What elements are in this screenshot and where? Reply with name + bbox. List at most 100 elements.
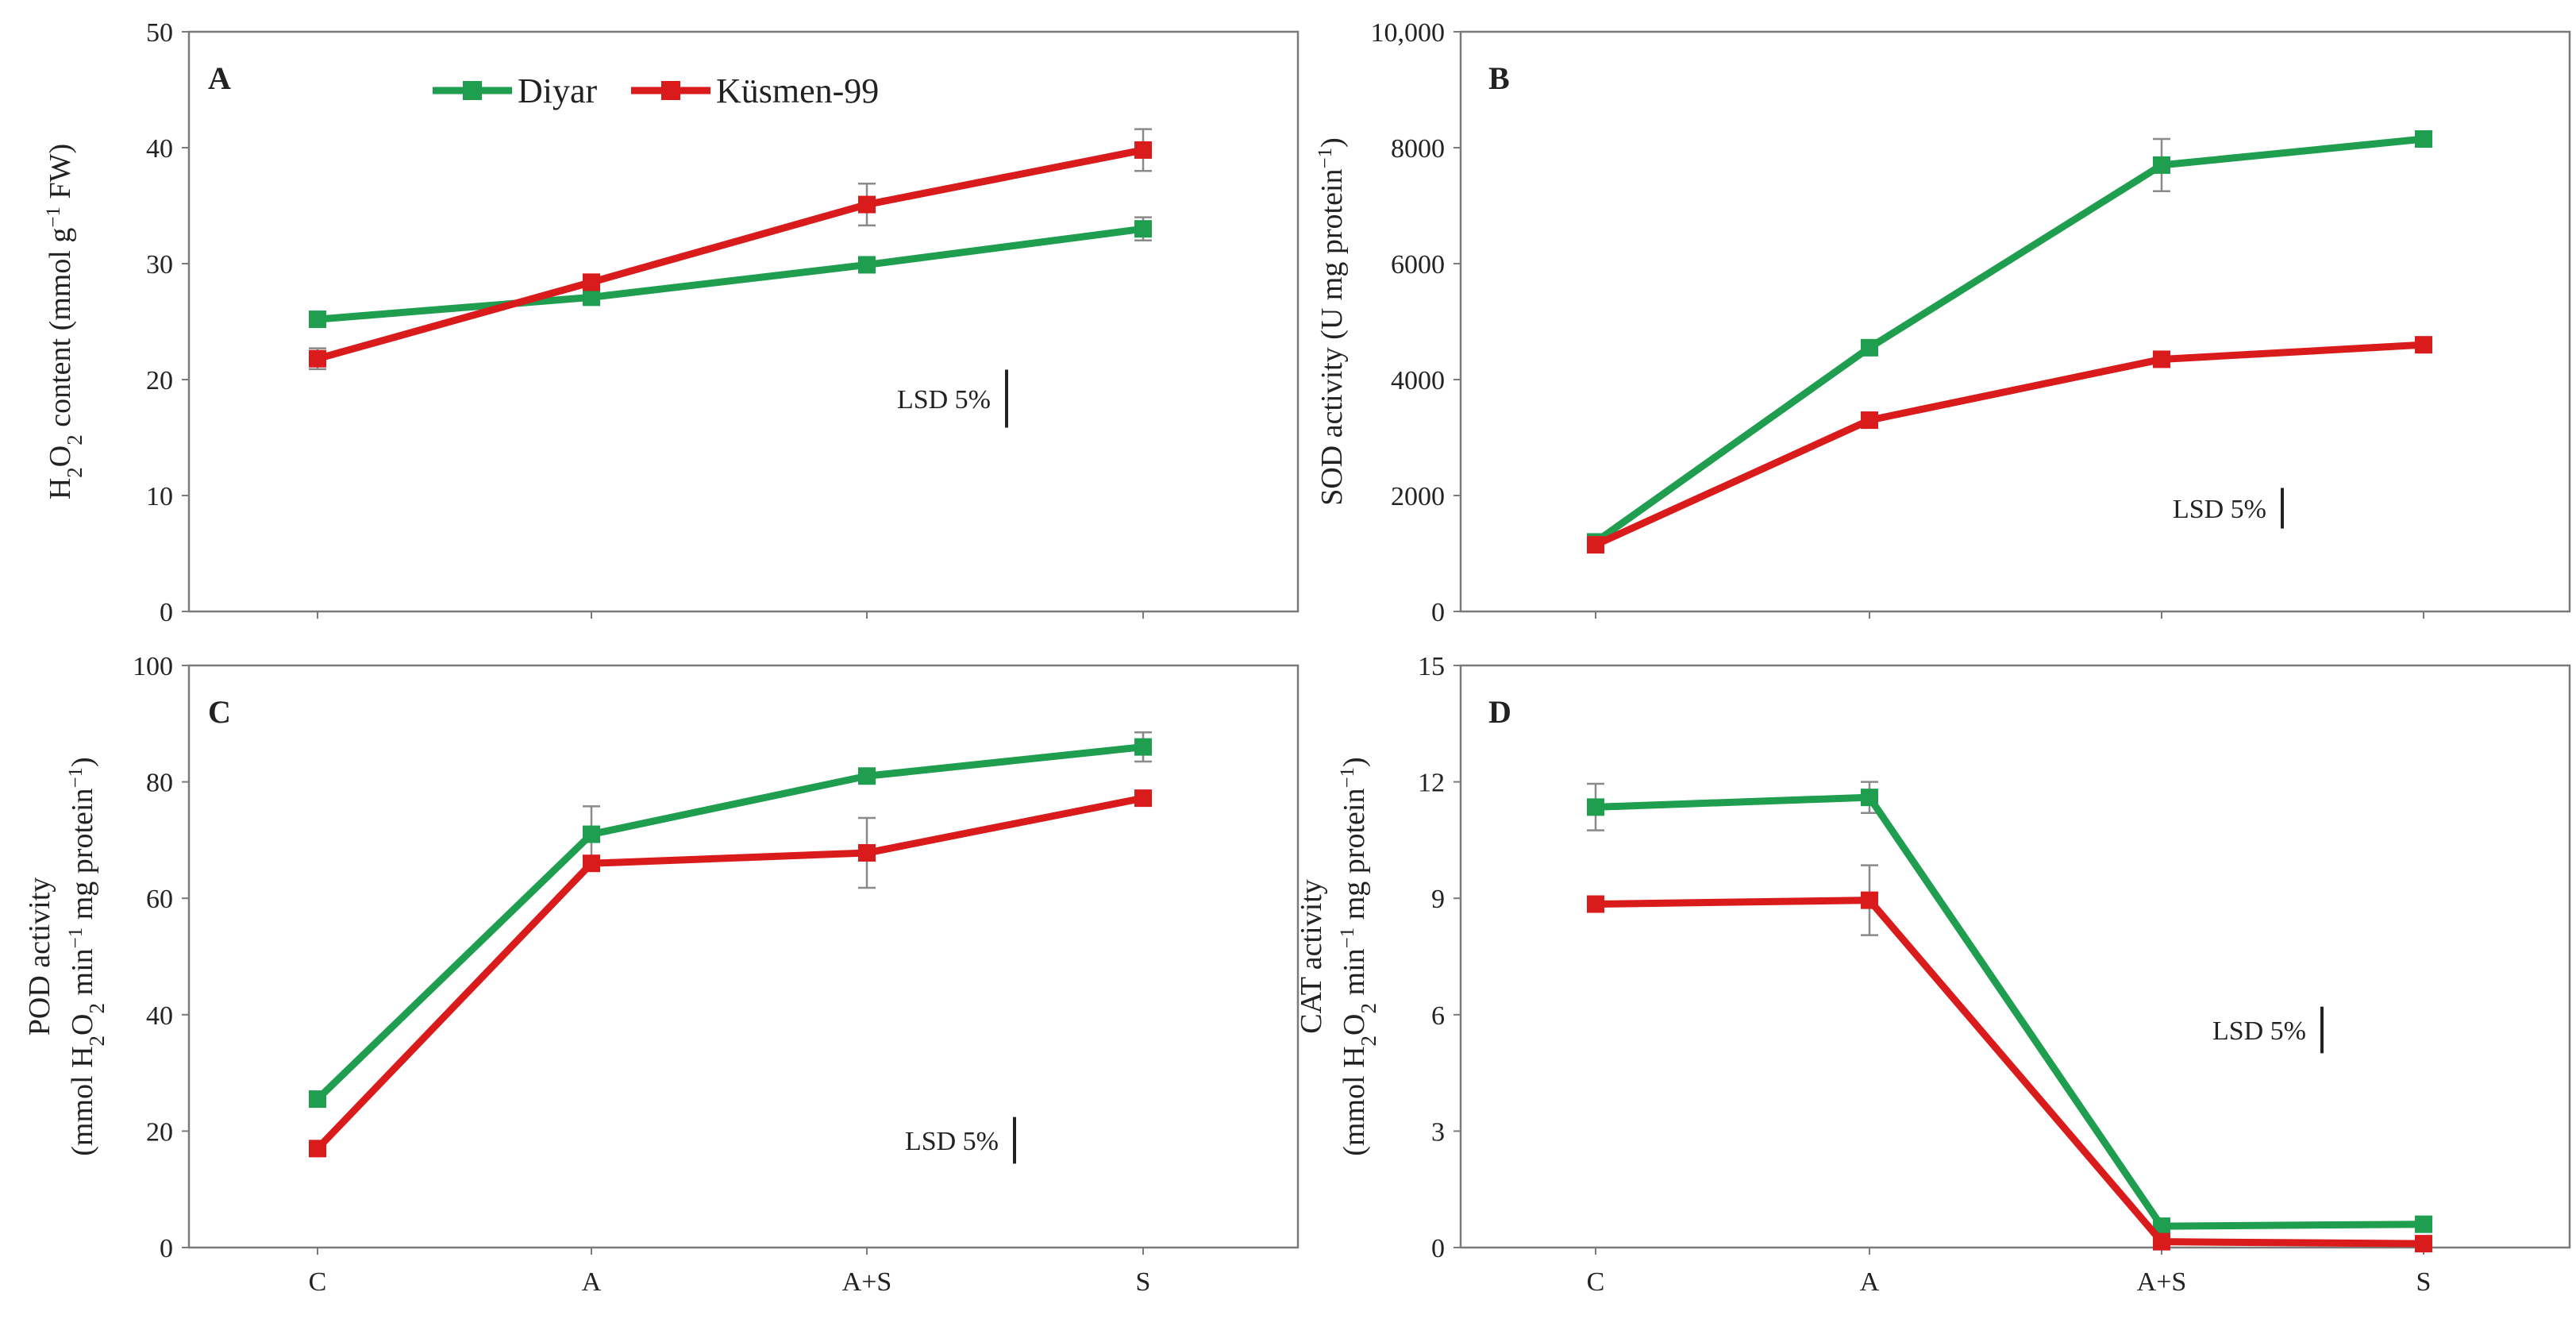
axis-label-part: SOD activity (U mg protein — [1315, 168, 1349, 505]
axis-label-part: 2 — [63, 467, 87, 478]
series-line-diyar — [1593, 135, 2424, 546]
data-point-kusmen — [2415, 336, 2432, 354]
x-tick-label: S — [1136, 1267, 1151, 1297]
plot-frame-b — [1459, 30, 2571, 613]
axis-label-part: O — [1338, 1013, 1371, 1035]
series-kusmen — [309, 789, 1152, 1158]
data-point-diyar — [858, 767, 876, 785]
axis-label-part: O — [44, 445, 77, 467]
axis-label-part: O — [66, 1013, 99, 1035]
x-tick-label: A — [1860, 1267, 1880, 1297]
axis-label-part: (mmol H — [1338, 1046, 1371, 1155]
y-tick-label: 2000 — [1391, 482, 1445, 511]
y-axis-label: H2O2 content (mmol g−1 FW) — [43, 144, 87, 499]
data-point-kusmen — [2415, 1235, 2432, 1253]
axis-label-part: content (mmol g — [44, 228, 77, 435]
y-tick-label: 0 — [1431, 598, 1445, 627]
axis-label-part: 2 — [85, 1036, 109, 1047]
legend-label-kusmen: Küsmen-99 — [716, 71, 879, 110]
y-axis-label-line1: CAT activity — [1295, 879, 1328, 1034]
legend: Diyar Küsmen-99 — [433, 71, 879, 110]
y-tick-label: 20 — [146, 1117, 173, 1147]
data-point-diyar — [2415, 130, 2432, 148]
axis-label-part: 2 — [85, 1003, 109, 1014]
y-tick-label: 15 — [1418, 652, 1445, 681]
y-tick-label: 12 — [1418, 769, 1445, 798]
y-tick-label: 50 — [146, 18, 173, 48]
axis-label-part: ) — [66, 757, 99, 767]
axis-label-part: 2 — [1357, 1036, 1380, 1047]
plot-frame-d — [1459, 664, 2571, 1249]
data-point-diyar — [309, 310, 326, 329]
y-tick-label: 10,000 — [1371, 18, 1446, 48]
legend-marker-kusmen — [661, 81, 680, 100]
axis-label-part: min — [1338, 948, 1371, 1003]
axis-label-part: ) — [1338, 757, 1371, 767]
data-point-diyar — [1587, 798, 1604, 816]
y-tick-label: 0 — [1431, 1234, 1445, 1263]
axis-label-part: min — [66, 948, 99, 1003]
lsd-label: LSD 5% — [905, 1127, 999, 1156]
data-point-diyar — [309, 1090, 326, 1109]
series-line-diyar — [314, 743, 1144, 1102]
axis-label-part: (mmol H — [66, 1046, 99, 1155]
y-tick-label: 9 — [1431, 885, 1445, 914]
lsd-label: LSD 5% — [2212, 1016, 2306, 1046]
y-tick-label: 60 — [146, 885, 173, 914]
data-point-diyar — [2153, 1217, 2170, 1236]
series-line-kusmen — [314, 794, 1144, 1151]
y-tick-label: 40 — [146, 134, 173, 164]
y-tick-label: 3 — [1431, 1117, 1445, 1147]
x-tick-label: A+S — [842, 1267, 892, 1297]
data-point-diyar — [1134, 738, 1152, 756]
series-line-diyar — [1595, 793, 2424, 1230]
legend-marker-diyar — [463, 81, 482, 100]
x-tick-label: A — [582, 1267, 602, 1297]
series-line-diyar — [317, 225, 1144, 323]
y-tick-label: 80 — [146, 769, 173, 798]
panel-b: B 0 2000 4000 6000 8000 10,000 SOD activity (U… — [1315, 18, 2571, 627]
data-point-kusmen — [583, 273, 600, 291]
y-axis-label-line2: (mmol H2O2 min−1 mg protein−1) — [1337, 757, 1381, 1155]
data-point-diyar — [2153, 156, 2170, 174]
data-point-diyar — [2415, 1215, 2432, 1233]
axis-label-part: H — [44, 478, 77, 499]
x-tick-label: S — [2416, 1267, 2432, 1297]
data-point-kusmen — [858, 844, 876, 862]
data-point-kusmen — [2153, 1232, 2170, 1251]
axis-label-part: −1 — [1337, 767, 1358, 789]
panel-letter-a: A — [208, 60, 231, 96]
axis-label-part: FW) — [44, 144, 77, 206]
y-tick-label: 8000 — [1391, 134, 1445, 164]
axis-label-part: ) — [1315, 137, 1349, 148]
x-tick-label: C — [309, 1267, 327, 1297]
series-diyar — [1587, 781, 2432, 1236]
x-tick-label: A+S — [2137, 1267, 2187, 1297]
axis-label-part: −1 — [65, 928, 87, 949]
axis-label-part: −1 — [1315, 148, 1336, 169]
y-tick-label: 30 — [146, 250, 173, 280]
y-axis-label-line2: (mmol H2O2 min−1 mg protein−1) — [65, 757, 110, 1155]
data-point-diyar — [1134, 220, 1152, 238]
y-tick-label: 40 — [146, 1001, 173, 1031]
lsd-label: LSD 5% — [2173, 495, 2266, 524]
axis-label-part: mg protein — [66, 789, 99, 928]
y-tick-label: 20 — [146, 366, 173, 395]
data-point-kusmen — [583, 854, 600, 873]
legend-label-diyar: Diyar — [518, 71, 598, 110]
series-line-kusmen — [1595, 897, 2424, 1248]
data-point-diyar — [858, 256, 876, 274]
series-kusmen — [1587, 336, 2432, 554]
data-point-kusmen — [1861, 891, 1878, 909]
series-kusmen — [1587, 864, 2432, 1253]
axis-label-part: −1 — [65, 767, 87, 789]
data-point-kusmen — [309, 1140, 326, 1158]
y-tick-label: 4000 — [1391, 366, 1445, 395]
data-point-kusmen — [1134, 789, 1152, 808]
plot-frame-c — [187, 664, 1300, 1249]
data-point-kusmen — [309, 349, 326, 368]
